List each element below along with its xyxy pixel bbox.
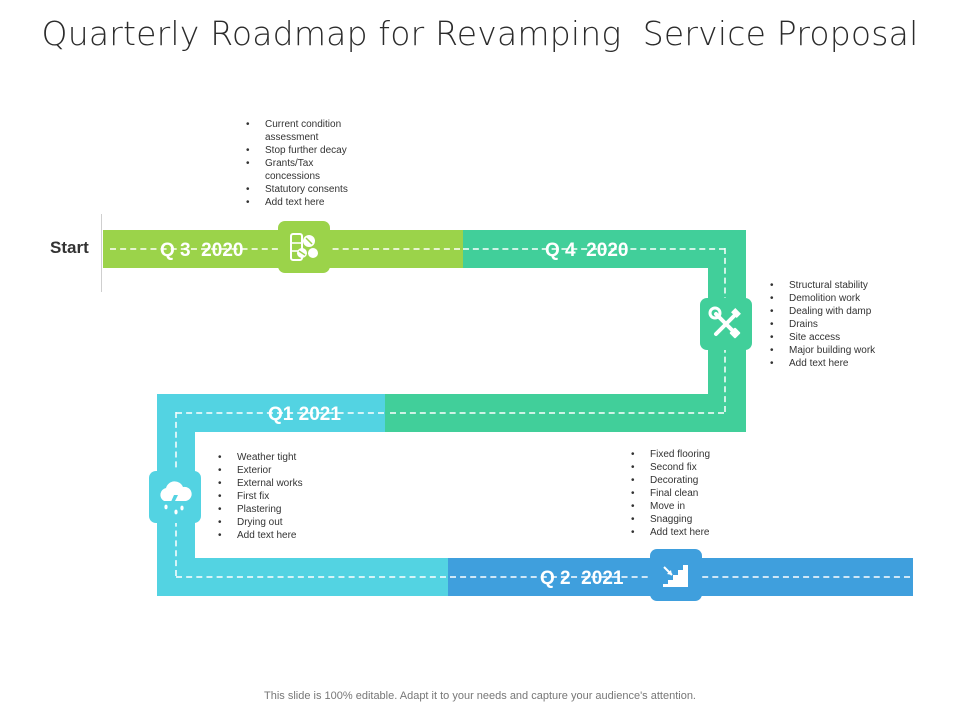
list-item: Add text here — [769, 357, 909, 370]
construction-sign-icon — [278, 221, 330, 273]
q3-2020-label: Q 3 2020 — [160, 240, 244, 261]
list-item: Final clean — [630, 487, 760, 500]
list-item: Drying out — [217, 516, 347, 529]
list-item: Exterior — [217, 464, 347, 477]
q1-2021-list: Weather tight Exterior External works Fi… — [217, 451, 347, 542]
list-item: Demolition work — [769, 292, 909, 305]
list-item: External works — [217, 477, 347, 490]
list-item: Dealing with damp — [769, 305, 909, 318]
q1-2021-dash-bottom — [176, 576, 446, 578]
list-item: Stop further decay — [245, 144, 370, 157]
list-item: Move in — [630, 500, 760, 513]
start-label: Start — [50, 238, 89, 257]
q3-2020-list: Current condition assessment Stop furthe… — [245, 118, 370, 209]
list-item: Current condition assessment — [245, 118, 370, 144]
list-item: Drains — [769, 318, 909, 331]
list-item: Site access — [769, 331, 909, 344]
list-item: Second fix — [630, 461, 760, 474]
list-item: Structural stability — [769, 279, 909, 292]
page-title: Quarterly Roadmap for Revamping Service … — [41, 14, 919, 53]
q1-2021-label: Q1 2021 — [268, 404, 341, 425]
list-item: Major building work — [769, 344, 909, 357]
list-item: Snagging — [630, 513, 760, 526]
q4-2020-label: Q 4 2020 — [545, 240, 629, 261]
q4-2020-dash-bottom — [390, 412, 724, 414]
q2-2021-label: Q 2 2021 — [540, 568, 624, 589]
q1-2021-dash-top — [176, 412, 384, 414]
list-item: First fix — [217, 490, 347, 503]
footer-note: This slide is 100% editable. Adapt it to… — [264, 690, 696, 702]
q4-2020-dash-top — [463, 248, 725, 250]
q2-2021-list: Fixed flooring Second fix Decorating Fin… — [630, 448, 760, 539]
list-item: Plastering — [217, 503, 347, 516]
list-item: Grants/Tax concessions — [245, 157, 325, 183]
list-item: Fixed flooring — [630, 448, 760, 461]
storm-cloud-icon — [149, 471, 201, 523]
list-item: Add text here — [630, 526, 760, 539]
tools-icon — [700, 298, 752, 350]
start-marker-line — [101, 214, 102, 292]
list-item: Weather tight — [217, 451, 347, 464]
q4-2020-list: Structural stability Demolition work Dea… — [769, 279, 909, 370]
stairs-icon — [650, 549, 702, 601]
list-item: Decorating — [630, 474, 760, 487]
list-item: Add text here — [245, 196, 370, 209]
list-item: Statutory consents — [245, 183, 370, 196]
list-item: Add text here — [217, 529, 347, 542]
